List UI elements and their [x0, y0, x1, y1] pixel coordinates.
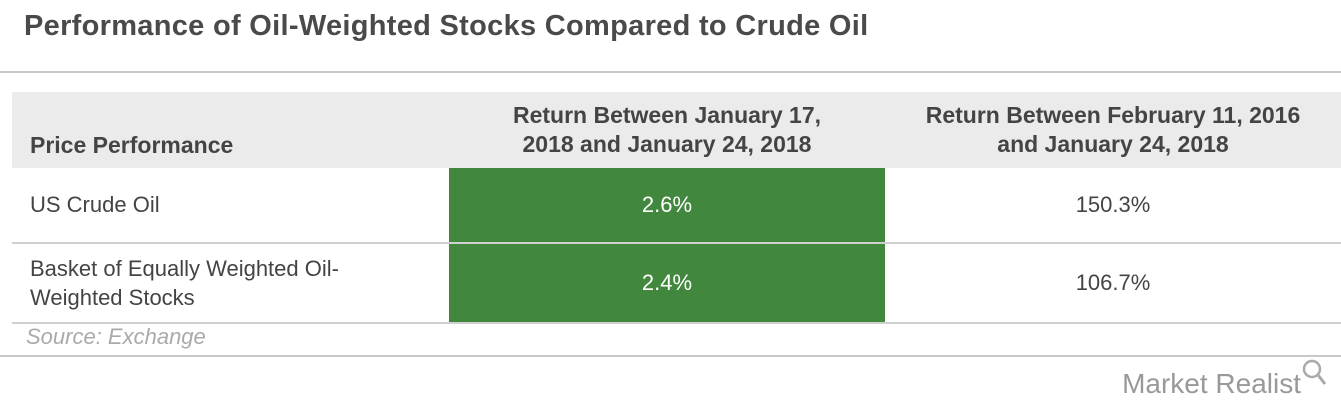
- column-header: Return Between February 11, 2016 and Jan…: [925, 102, 1301, 157]
- cell: 150.3%: [1075, 192, 1151, 217]
- divider: [0, 71, 1341, 73]
- cell: 2.4%: [449, 244, 885, 322]
- cell: 2.6%: [449, 168, 885, 242]
- table-row: Basket of Equally Weighted Oil-Weighted …: [12, 244, 1341, 324]
- header-row: Price Performance Return Between January…: [12, 92, 1341, 168]
- row-label: Basket of Equally Weighted Oil-Weighted …: [30, 256, 339, 310]
- column-header: Return Between January 17, 2018 and Janu…: [512, 102, 822, 157]
- column-header: Price Performance: [30, 132, 234, 158]
- title: Performance of Oil-Weighted Stocks Compa…: [24, 10, 869, 42]
- table-row: US Crude Oil 2.6% 150.3%: [12, 168, 1341, 244]
- source: Source: Exchange: [26, 324, 206, 349]
- row-label: US Crude Oil: [30, 192, 160, 217]
- divider: [0, 355, 1341, 357]
- logo: Market Realist: [1122, 368, 1301, 399]
- cell: 106.7%: [1075, 270, 1151, 295]
- table: Price Performance Return Between January…: [12, 92, 1341, 324]
- logo-icon: [1302, 359, 1327, 385]
